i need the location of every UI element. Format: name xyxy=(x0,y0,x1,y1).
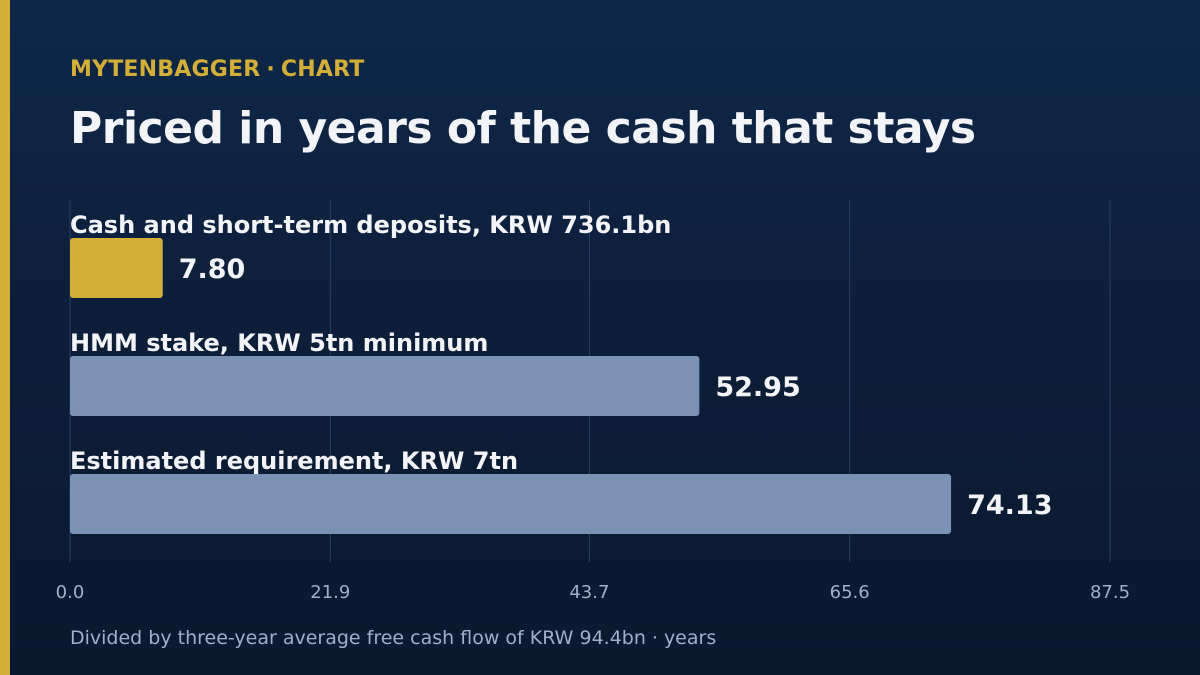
bar xyxy=(70,474,952,534)
chart-kicker: MYTENBAGGER · CHART xyxy=(70,57,364,82)
footnote-unit: years xyxy=(663,627,717,649)
category-label: Estimated requirement, KRW 7tn xyxy=(70,447,518,475)
footnote-text: Divided by three-year average free cash … xyxy=(70,627,646,649)
bar xyxy=(70,238,163,298)
x-tick-label: 87.5 xyxy=(1090,582,1130,603)
x-tick-label: 21.9 xyxy=(310,582,350,603)
chart-footnote: Divided by three-year average free cash … xyxy=(70,627,716,649)
kicker-separator: · xyxy=(266,57,275,82)
category-label: HMM stake, KRW 5tn minimum xyxy=(70,329,488,357)
chart-title: Priced in years of the cash that stays xyxy=(70,103,976,154)
bar-value-label: 52.95 xyxy=(715,372,800,403)
x-tick-label: 65.6 xyxy=(830,582,870,603)
footnote-separator: · xyxy=(651,627,658,649)
brand-label: MYTENBAGGER xyxy=(70,57,261,82)
x-tick-label: 0.0 xyxy=(56,582,85,603)
x-tick-label: 43.7 xyxy=(569,582,609,603)
section-label: CHART xyxy=(280,57,365,82)
accent-stripe xyxy=(0,0,10,675)
bar-value-label: 7.80 xyxy=(179,254,246,285)
category-label: Cash and short-term deposits, KRW 736.1b… xyxy=(70,211,671,239)
bar-value-label: 74.13 xyxy=(967,490,1052,521)
bar xyxy=(70,356,700,416)
